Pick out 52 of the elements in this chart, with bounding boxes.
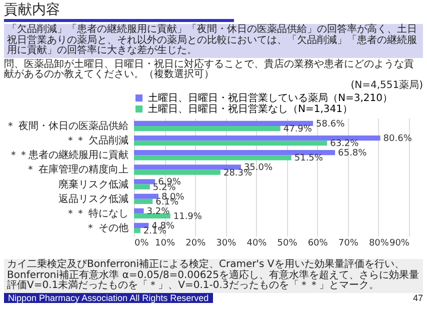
bar: [134, 184, 150, 190]
y-tick-label: ＊ 夜間・休日の医薬品供給: [5, 120, 128, 132]
x-tick-label: 10%: [155, 238, 176, 248]
x-tick-label: 30%: [216, 238, 237, 248]
text: (N=4,551薬局): [350, 80, 423, 91]
x-tick-label: 60%: [308, 238, 328, 248]
data-label: 58.6%: [316, 119, 346, 130]
bar: [134, 198, 153, 204]
y-tick-label: ＊ 在庫管理の精度向上: [25, 164, 128, 176]
bar: [134, 150, 336, 156]
bar: [134, 170, 220, 175]
bar: [134, 228, 140, 234]
x-tick-label: 70%: [338, 238, 359, 248]
data-label: 80.6%: [383, 134, 412, 144]
bar: [134, 179, 156, 184]
text: カイ二乗検定及びBonferroni補正による検定、Cramer's Vを用いた効果量評価を行い、Bonferroni補正有意水準 α=0.05/8=0.00625を適応し、有意水準を超えて、さらに効果量評価V=0.1未満だったものを「＊」、V=0.1-0.3だったものを「＊＊」とマーク。: [4, 259, 423, 292]
bar: [134, 155, 292, 160]
data-label: 5.2%: [152, 182, 176, 193]
x-tick-label: 90%: [389, 238, 410, 248]
legend-label: 土曜日、日曜日・祝日営業している薬局（N=3,210）: [148, 92, 392, 104]
data-label: 2.1%: [143, 226, 167, 237]
y-tick-label: 廃棄リスク低減: [58, 178, 128, 190]
y-tick-label: ＊＊ 特になし: [65, 207, 128, 220]
text: Nippon Pharmacy Association All Rights Reserved: [4, 292, 213, 302]
x-tick-label: 80%: [368, 238, 390, 248]
bar: [134, 140, 328, 146]
bar: [134, 194, 158, 199]
data-label: 65.8%: [338, 148, 368, 159]
bar: [134, 135, 380, 141]
x-tick-label: 0%: [134, 238, 150, 248]
data-label: 11.9%: [173, 212, 202, 222]
chart-subtitle: 「欠品削減」「患者の継続服用に貢献」「夜間・休日の医薬品供給」の回答率が高く、土日祝日営業ありの薬局と、それ以外の薬局との比較においては、「欠品削減」「患者の継続服用に貢献」の回答率に大きな差が生じた。: [4, 24, 423, 58]
y-tick-label: 返品リスク低減: [58, 192, 128, 205]
data-label: 47.9%: [283, 124, 312, 135]
x-tick-label: 40%: [246, 238, 268, 248]
bar: [134, 120, 314, 126]
chart-title: 貢献内容: [4, 2, 234, 22]
text: 問、医薬品卸が土曜日、日曜日・祝日に対応することで、貴店の業務や患者にどのような貢献があるのか教えてください。（複数選択可）: [4, 58, 415, 80]
data-label: 63.2%: [330, 139, 360, 150]
y-tick-label: ＊＊患者の継続服用に貢献: [8, 149, 128, 162]
text: 47: [412, 292, 423, 302]
data-label: 51.5%: [294, 154, 324, 164]
legend-label: 土曜日、日曜日・祝日営業なし（N=1,341）: [148, 103, 352, 115]
y-tick-label: ＊＊ 欠品削減: [65, 134, 128, 147]
x-tick-label: 50%: [277, 238, 298, 248]
bar: [134, 222, 149, 228]
y-tick-label: ＊ その他: [85, 222, 128, 234]
data-label: 28.3%: [223, 168, 253, 178]
x-tick-label: 20%: [186, 238, 206, 248]
bar: [134, 164, 241, 170]
bar: [134, 126, 280, 132]
bar: [134, 208, 144, 214]
